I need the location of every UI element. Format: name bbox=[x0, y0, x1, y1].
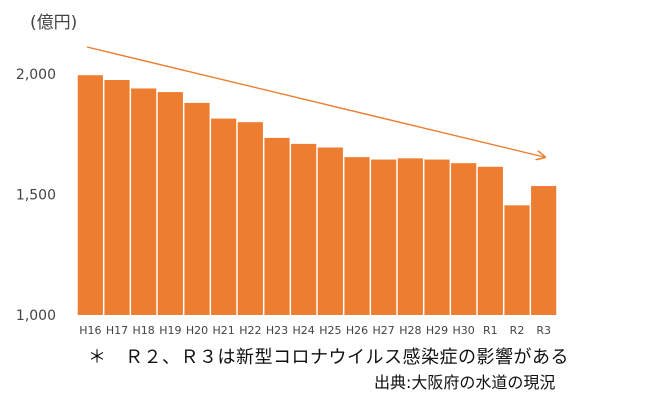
y-axis-unit-label: (億円) bbox=[30, 13, 78, 33]
bar-R1 bbox=[477, 166, 503, 315]
bar-H29 bbox=[424, 159, 450, 315]
y-tick-label: 2,000 bbox=[16, 67, 56, 83]
bar-H24 bbox=[291, 143, 317, 315]
x-tick-label: R3 bbox=[536, 324, 551, 337]
x-tick-label: H25 bbox=[319, 324, 341, 337]
x-tick-label: H28 bbox=[399, 324, 421, 337]
bar-H28 bbox=[397, 158, 423, 315]
bar-H16 bbox=[77, 75, 103, 316]
bar-R3 bbox=[531, 186, 557, 315]
x-tick-label: H27 bbox=[373, 324, 395, 337]
x-tick-label: R1 bbox=[483, 324, 498, 337]
bar-H27 bbox=[371, 159, 397, 315]
x-tick-label: H29 bbox=[426, 324, 448, 337]
bar-H26 bbox=[344, 157, 370, 315]
x-tick-label: H26 bbox=[346, 324, 368, 337]
bar-H22 bbox=[237, 122, 263, 315]
x-tick-label: H30 bbox=[453, 324, 475, 337]
y-tick-label: 1,500 bbox=[16, 188, 56, 204]
bar-H21 bbox=[211, 118, 237, 315]
x-tick-label: H17 bbox=[106, 324, 128, 337]
bar-H30 bbox=[451, 163, 477, 315]
x-tick-label: H18 bbox=[133, 324, 155, 337]
x-tick-label: H22 bbox=[239, 324, 261, 337]
x-tick-label: R2 bbox=[510, 324, 525, 337]
x-tick-label: H16 bbox=[79, 324, 101, 337]
trend-arrow bbox=[86, 46, 544, 157]
bar-H25 bbox=[317, 147, 343, 315]
x-tick-label: H24 bbox=[293, 324, 315, 337]
bar-H18 bbox=[131, 88, 157, 316]
bar-H19 bbox=[157, 92, 183, 315]
chart-source: 出典:大阪府の水道の現況 bbox=[374, 373, 556, 392]
bar-H17 bbox=[104, 80, 130, 315]
bar-R2 bbox=[504, 205, 530, 315]
x-tick-label: H19 bbox=[159, 324, 181, 337]
chart-note: ＊ Ｒ２、Ｒ３は新型コロナウイルス感染症の影響がある bbox=[88, 347, 569, 368]
x-tick-label: H21 bbox=[213, 324, 235, 337]
bar-H20 bbox=[184, 102, 210, 315]
x-tick-label: H20 bbox=[186, 324, 208, 337]
bar-H23 bbox=[264, 137, 290, 315]
y-tick-label: 1,000 bbox=[16, 308, 56, 324]
x-tick-label: H23 bbox=[266, 324, 288, 337]
